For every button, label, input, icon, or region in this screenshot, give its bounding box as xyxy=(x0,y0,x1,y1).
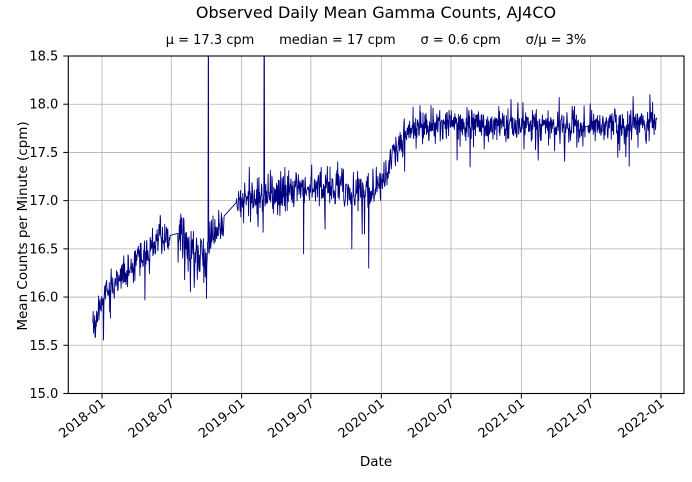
x-axis-label: Date xyxy=(359,454,393,470)
y-tick-label: 16.5 xyxy=(29,242,58,257)
x-tick-label: 2021-01 xyxy=(476,396,528,441)
x-tick-label: 2019-07 xyxy=(265,396,317,441)
axes: 2018-01 2018-07 2019-01 2019-07 2020-01 2020-… xyxy=(29,50,685,442)
x-tick-label: 2018-01 xyxy=(56,396,108,441)
x-tick-label: 2022-01 xyxy=(615,396,667,441)
gamma-counts-line xyxy=(92,56,658,341)
x-tick-label: 2019-01 xyxy=(196,396,248,441)
y-tick-label: 15.0 xyxy=(29,387,58,402)
y-tick-label: 17.5 xyxy=(29,146,58,161)
chart-title: Observed Daily Mean Gamma Counts, AJ4CO xyxy=(195,3,557,22)
x-tick-label: 2021-07 xyxy=(545,396,597,441)
y-tick-label: 17.0 xyxy=(29,194,58,209)
x-tick-label: 2020-01 xyxy=(336,396,388,441)
y-axis-label: Mean Counts per Minute (cpm) xyxy=(15,121,31,331)
x-tick-label: 2018-07 xyxy=(126,396,178,441)
y-tick-label: 18.5 xyxy=(29,50,58,65)
plot-frame xyxy=(67,55,685,395)
y-tick-label: 15.5 xyxy=(29,339,58,354)
x-tick-label: 2020-07 xyxy=(405,396,457,441)
chart-stats-subtitle: μ = 17.3 cpm median = 17 cpm σ = 0.6 cpm… xyxy=(165,33,587,48)
y-tick-label: 18.0 xyxy=(29,98,58,113)
y-tick-label: 16.0 xyxy=(29,291,58,306)
